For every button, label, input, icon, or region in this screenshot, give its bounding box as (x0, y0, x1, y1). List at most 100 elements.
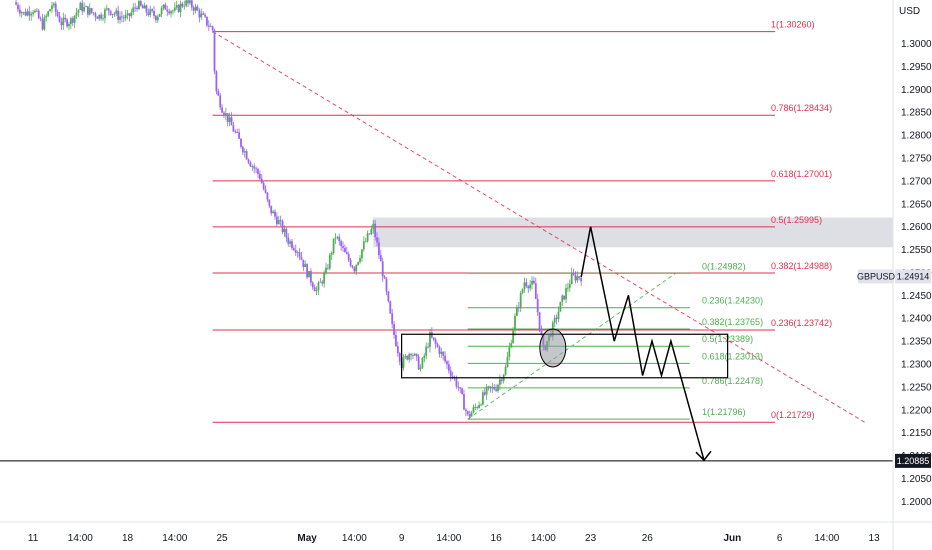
candle-body (190, 0, 193, 8)
candle-body (183, 5, 186, 7)
candle-body (336, 236, 339, 238)
candle-body (578, 276, 581, 279)
candle-body (555, 317, 558, 319)
candle-body (124, 14, 127, 19)
candle-body (517, 307, 520, 308)
candle-body (257, 169, 259, 174)
y-tick-label: 1.23000 (901, 360, 932, 371)
fib-minor-open: ( (707, 407, 710, 417)
candle-body (175, 5, 178, 8)
x-tick-label: 14:00 (342, 533, 367, 544)
candle-body (102, 18, 104, 20)
fib-retracement-minor[interactable]: 0(1.24982)0.236(1.24230)0.382(1.23765)0.… (467, 261, 763, 420)
projection-path[interactable] (580, 226, 712, 462)
candle-body (238, 132, 240, 139)
candle-body (370, 228, 373, 235)
fib-main-price: 1.28434 (797, 103, 830, 113)
candle-body (296, 252, 299, 253)
symbol-tag-bg (858, 269, 894, 284)
candle-body (62, 17, 65, 26)
currency-label: USD (899, 6, 920, 17)
candle-body (32, 12, 34, 14)
fib-main-price: 1.27001 (797, 169, 830, 179)
fib-main-close: ) (812, 20, 815, 30)
fib-minor-open: ( (725, 296, 728, 306)
candle-body (500, 379, 503, 381)
candlesticks (15, 0, 583, 420)
candle-body (474, 407, 477, 408)
fib-main-price: 1.21729 (779, 410, 812, 420)
candle-body (22, 12, 25, 13)
candle-body (342, 246, 344, 248)
fib-minor-ratio: 0.236 (702, 296, 725, 306)
y-tick-label: 1.22000 (901, 405, 932, 416)
fib-main-close: ) (829, 261, 832, 271)
candle-body (451, 376, 454, 378)
candle-body (514, 315, 516, 331)
candle-body (396, 346, 399, 354)
candle-body (77, 9, 80, 13)
candle-body (355, 264, 358, 272)
candle-body (521, 289, 524, 293)
candle-body (391, 313, 394, 324)
candle-body (429, 332, 431, 348)
candle-body (468, 414, 471, 417)
candle-body (117, 10, 120, 20)
fib-main-label: 0(1.21729) (771, 410, 815, 420)
candle-body (294, 250, 297, 253)
x-tick-label: May (297, 533, 317, 544)
trend-line (467, 272, 676, 420)
candle-body (334, 237, 337, 239)
candle-body (202, 13, 205, 15)
candle-body (30, 13, 33, 16)
candle-body (113, 13, 116, 15)
candle-body (304, 264, 307, 267)
candle-body (243, 151, 246, 153)
candle-body (51, 5, 53, 10)
trend-lines[interactable] (212, 31, 865, 423)
fib-minor-price: 1.21796 (710, 407, 743, 417)
candle-body (162, 4, 165, 9)
candle-body (60, 21, 63, 26)
candle-body (198, 10, 201, 18)
candle-body (378, 242, 380, 256)
candle-body (574, 274, 577, 281)
y-tick-label: 1.26500 (901, 199, 932, 210)
candle-body (209, 26, 212, 28)
candle-body (510, 343, 513, 348)
candle-body (379, 255, 382, 262)
fib-main-ratio: 0 (771, 410, 776, 420)
candle-body (224, 113, 227, 116)
candle-body (415, 353, 418, 357)
candle-body (351, 265, 354, 268)
candle-body (266, 192, 269, 200)
fib-minor-close: ) (750, 334, 753, 344)
fib-main-ratio: 0.786 (771, 103, 794, 113)
candle-body (321, 281, 324, 284)
candle-body (251, 166, 254, 167)
candle-body (464, 409, 467, 412)
candle-body (457, 386, 460, 388)
candle-body (83, 7, 86, 12)
candle-body (519, 292, 522, 308)
candle-body (187, 0, 189, 4)
candle-body (338, 236, 341, 242)
candle-body (260, 178, 263, 184)
candle-body (281, 221, 284, 233)
fib-main-close: ) (829, 103, 832, 113)
candle-body (366, 233, 369, 242)
y-tick-label: 1.28500 (901, 108, 932, 119)
fib-main-label: 0.236(1.23742) (771, 318, 832, 328)
candle-body (533, 280, 535, 284)
candle-body (538, 312, 541, 329)
candle-body (179, 3, 182, 12)
range-box[interactable] (401, 328, 729, 379)
fib-minor-close: ) (760, 351, 763, 361)
candle-body (196, 6, 199, 11)
candle-body (319, 281, 322, 283)
candle-body (122, 17, 125, 19)
candle-body (410, 354, 412, 356)
fib-main-close: ) (819, 215, 822, 225)
candle-body (572, 272, 575, 275)
